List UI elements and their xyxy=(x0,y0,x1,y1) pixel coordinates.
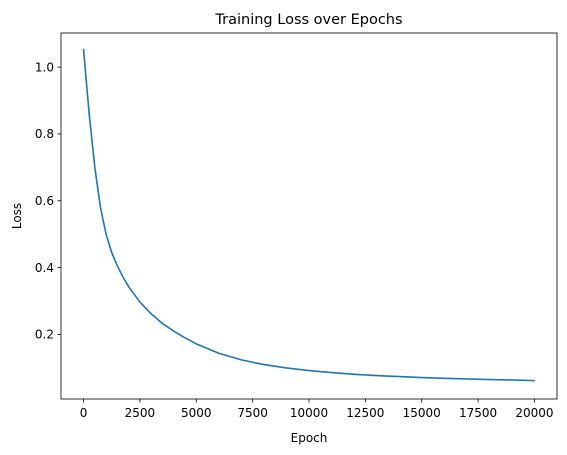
y-tick-label: 0.4 xyxy=(35,261,54,275)
x-axis-label: Epoch xyxy=(291,431,328,445)
x-tick-label: 0 xyxy=(80,406,88,420)
x-tick-label: 17500 xyxy=(459,406,497,420)
loss-series-line xyxy=(82,48,536,382)
x-tick-label: 5000 xyxy=(181,406,212,420)
y-tick-label: 0.8 xyxy=(35,127,54,141)
x-tick-label: 20000 xyxy=(515,406,553,420)
y-tick-label: 0.6 xyxy=(35,194,54,208)
y-axis: 0.2 0.4 0.6 0.8 1.0 xyxy=(35,60,61,342)
y-axis-label: Loss xyxy=(10,203,24,229)
y-tick-label: 0.2 xyxy=(35,328,54,342)
y-tick-label: 1.0 xyxy=(35,60,54,74)
x-tick-label: 10000 xyxy=(290,406,328,420)
x-tick-label: 7500 xyxy=(237,406,268,420)
x-axis: 0 2500 5000 7500 10000 12500 15000 17500 20000 xyxy=(80,399,554,420)
series-layer xyxy=(82,48,536,382)
plot-area xyxy=(60,32,558,400)
chart-title: Training Loss over Epochs xyxy=(214,12,402,28)
plot-frame xyxy=(60,32,558,400)
x-tick-label: 2500 xyxy=(125,406,156,420)
x-tick-label: 15000 xyxy=(403,406,441,420)
x-tick-label: 12500 xyxy=(346,406,384,420)
